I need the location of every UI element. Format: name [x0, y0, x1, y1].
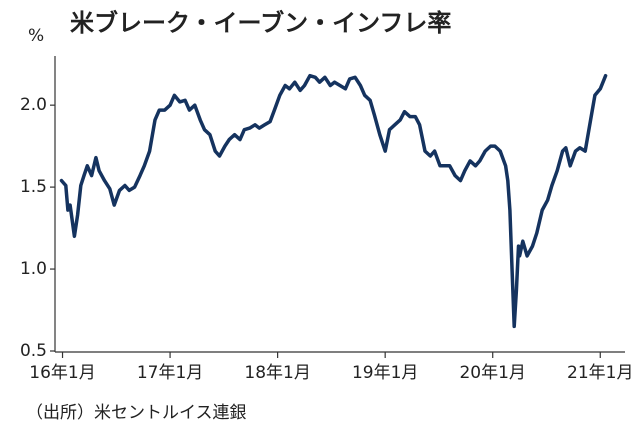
x-tick-label: 18年1月	[244, 363, 310, 383]
data-line	[59, 73, 608, 329]
x-tick-label: 21年1月	[567, 363, 633, 383]
x-tick-label: 19年1月	[352, 363, 418, 383]
y-tick-label: 1.0	[20, 259, 47, 279]
chart-title: 米ブレーク・イーブン・インフレ率	[70, 9, 451, 37]
x-tick-label: 20年1月	[459, 363, 525, 383]
y-tick-label: 1.5	[20, 177, 47, 197]
source: （出所）米セントルイス連銀	[26, 403, 247, 423]
y-tick-label: 0.5	[20, 341, 47, 361]
x-tick-label: 17年1月	[137, 363, 203, 383]
y-unit: %	[28, 26, 44, 46]
y-tick-label: 2.0	[20, 95, 47, 115]
x-tick-label: 16年1月	[29, 363, 95, 383]
